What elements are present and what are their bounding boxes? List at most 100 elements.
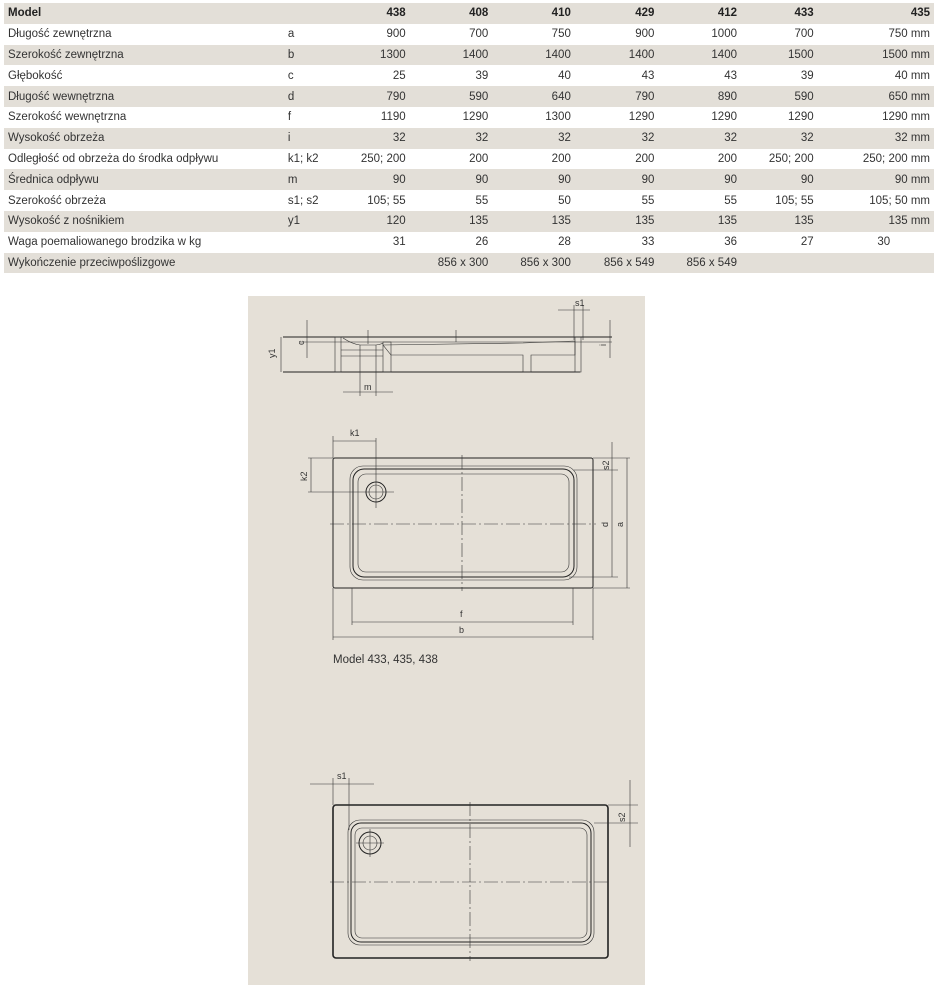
cell-429: 1290 [628, 111, 655, 124]
row-symbol: i [287, 132, 291, 145]
model-412: 412 [717, 7, 737, 20]
left-wall-hatch [334, 336, 342, 373]
model-410: 410 [551, 7, 571, 20]
cell-435: 40 mm [894, 69, 930, 82]
cell-412: 1400 [711, 48, 737, 61]
cell-410: 1300 [545, 111, 571, 124]
model-433: 433 [794, 7, 814, 20]
table-row: Wysokość z nośnikiem y1 120 135 135 135 135 135… [4, 210, 934, 232]
cell-435: 250; 200 mm [862, 152, 930, 165]
dim-s2-label-2: s2 [617, 812, 627, 822]
row-symbol [288, 232, 337, 253]
row-label: Wysokość z nośnikiem [8, 215, 125, 228]
cell-429: 43 [641, 69, 655, 82]
cell-438: 790 [386, 90, 406, 103]
cell-408: 39 [475, 69, 489, 82]
cell-433: 590 [794, 90, 814, 103]
cell-433: 700 [794, 28, 814, 41]
row-label: Wykończenie przeciwpoślizgowe [8, 256, 176, 269]
model-435: 435 [910, 7, 930, 20]
table-row: Odległość od obrzeża do środka odpływu k1… [4, 149, 934, 170]
cell-438: 25 [392, 69, 406, 82]
cell-438: 1190 [380, 111, 406, 124]
dim-k2-label: k2 [299, 471, 309, 481]
header-label: Model [8, 7, 42, 20]
row-label: Głębokość [8, 69, 63, 82]
table-row: Głębokość c 25 39 40 43 43 39 40 mm [4, 65, 934, 86]
cell-438 [336, 253, 405, 274]
cell-433: 32 [800, 132, 814, 145]
cell-435: 1500 mm [882, 48, 930, 61]
section-view: y1 c m s1 i [267, 298, 612, 396]
row-label: Odległość od obrzeża do środka odpływu [8, 152, 219, 165]
table-row: Waga poemaliowanego brodzika w kg 31 26 28 3… [4, 232, 934, 253]
cell-429: 900 [635, 28, 655, 41]
cell-408: 90 [475, 173, 489, 186]
cell-410: 28 [558, 236, 571, 249]
cell-429: 1400 [628, 48, 655, 61]
table-row: Średnica odpływu m 90 90 90 90 90 90 90 mm [4, 169, 934, 191]
dim-a-label: a [615, 522, 625, 527]
cell-410: 40 [558, 69, 571, 82]
cell-408: 135 [469, 215, 489, 228]
cell-433: 1500 [788, 48, 814, 61]
cell-412: 856 x 549 [686, 256, 737, 269]
model-429: 429 [635, 7, 655, 20]
spec-table: Model 438 408 410 429 412 433 435 Długoś… [4, 3, 934, 274]
cell-433: 250; 200 [768, 152, 814, 165]
technical-drawings-panel: y1 c m s1 i k1 [248, 296, 645, 985]
model-438: 438 [386, 7, 406, 20]
cell-435: 750 mm [888, 28, 930, 41]
dim-d-label: d [600, 522, 610, 527]
row-label: Szerokość zewnętrzna [8, 48, 124, 61]
cell-408: 1290 [462, 111, 489, 124]
table-row: Szerokość wewnętrzna f 1190 1290 1300 1290 129… [4, 107, 934, 128]
row-symbol [288, 253, 337, 274]
row-label: Wysokość obrzeża [8, 132, 105, 145]
table-header-row: Model 438 408 410 429 412 433 435 [4, 3, 934, 24]
cell-412: 135 [717, 215, 737, 228]
row-label: Szerokość obrzeża [8, 194, 106, 207]
cell-429: 200 [635, 152, 655, 165]
cell-408: 26 [475, 236, 489, 249]
plan-view-model-433-435-438: k1 k2 s2 d a f b Model 433, 435, 438 [299, 428, 630, 666]
dim-b-label: b [459, 625, 464, 635]
cell-408: 856 x 300 [437, 256, 489, 269]
cell-433: 90 [800, 173, 814, 186]
dim-f-label: f [460, 609, 463, 619]
cell-408: 55 [475, 194, 489, 207]
row-symbol: f [287, 111, 292, 124]
cell-433: 105; 55 [775, 194, 814, 207]
dim-s1-label-2: s1 [337, 771, 347, 781]
cell-438: 90 [392, 173, 406, 186]
row-symbol: y1 [287, 215, 300, 228]
cell-433: 1290 [788, 111, 814, 124]
cell-408: 1400 [462, 48, 489, 61]
row-symbol: d [287, 90, 295, 103]
cell-435: 105; 50 mm [869, 194, 930, 207]
cell-410: 200 [551, 152, 571, 165]
dim-i-label: i [598, 344, 608, 346]
plan-view-2: s1 s2 [310, 771, 638, 961]
table-row: Wysokość obrzeża i 32 32 32 32 32 32 32 mm [4, 127, 934, 149]
cell-429: 33 [641, 236, 655, 249]
cell-438: 250; 200 [360, 152, 406, 165]
cell-410: 1400 [545, 48, 571, 61]
cell-438: 32 [392, 132, 406, 145]
row-label: Szerokość wewnętrzna [8, 111, 127, 124]
cell-438: 31 [392, 236, 406, 249]
cell-438: 105; 55 [367, 194, 406, 207]
row-label: Długość zewnętrzna [8, 28, 112, 41]
cell-410: 856 x 300 [520, 256, 571, 269]
cell-429: 90 [641, 173, 655, 186]
cell-435: 1290 mm [882, 111, 930, 124]
cell-412: 890 [717, 90, 737, 103]
table-row: Wykończenie przeciwpoślizgowe 856 x 300 85… [4, 252, 934, 274]
cell-412: 43 [724, 69, 737, 82]
plan-caption: Model 433, 435, 438 [333, 654, 438, 666]
dim-s2-label: s2 [601, 460, 611, 470]
cell-438: 900 [386, 28, 406, 41]
cell-435: 90 mm [894, 173, 930, 186]
cell-410: 32 [558, 132, 571, 145]
table-row: Szerokość obrzeża s1; s2 105; 55 55 50 55 55 10… [4, 190, 934, 211]
